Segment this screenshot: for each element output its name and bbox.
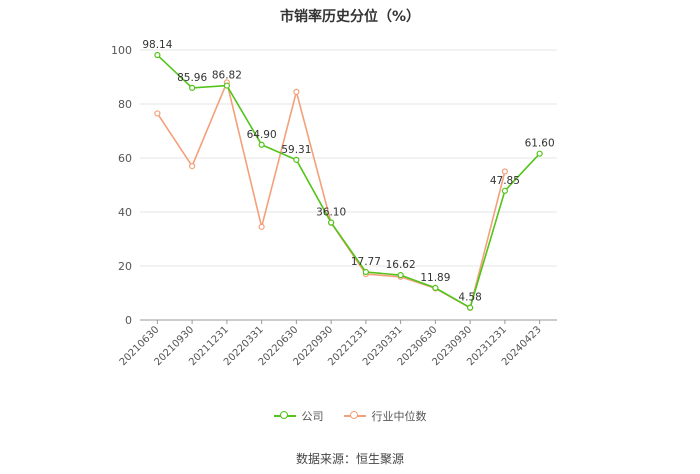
point-industry — [501, 168, 508, 175]
grid-lines — [140, 49, 557, 267]
y-tick-label: 20 — [118, 260, 132, 273]
point-company — [536, 150, 543, 157]
data-label: 64.90 — [247, 129, 277, 141]
y-tick-label: 40 — [118, 206, 132, 219]
legend: 公司 行业中位数 — [0, 408, 700, 424]
data-label: 98.14 — [142, 39, 172, 51]
point-company — [501, 187, 508, 194]
y-tick-label: 0 — [125, 314, 132, 327]
series-line-company — [156, 54, 541, 309]
point-industry — [189, 163, 196, 170]
legend-swatch-industry — [343, 411, 366, 421]
data-label: 36.10 — [316, 207, 346, 219]
y-tick-label: 100 — [111, 44, 132, 57]
y-tick-label: 80 — [118, 98, 132, 111]
legend-item-industry[interactable]: 行业中位数 — [343, 408, 427, 424]
point-industry — [154, 110, 161, 117]
data-label: 86.82 — [212, 70, 242, 82]
series-lines — [154, 51, 543, 311]
data-label: 61.60 — [525, 138, 555, 150]
point-company — [293, 156, 300, 163]
data-label: 85.96 — [177, 72, 207, 84]
legend-label-industry: 行业中位数 — [371, 410, 427, 423]
point-company — [328, 219, 335, 226]
point-company — [189, 84, 196, 92]
legend-swatch-company — [273, 411, 296, 421]
data-label: 4.58 — [458, 292, 481, 304]
legend-item-company[interactable]: 公司 — [273, 408, 324, 424]
point-company — [362, 268, 369, 276]
data-label: 16.62 — [386, 259, 416, 271]
point-company — [467, 304, 474, 311]
source-note: 数据来源：恒生聚源 — [295, 452, 404, 466]
y-tick-label: 60 — [118, 152, 132, 165]
point-company — [223, 82, 230, 89]
data-label: 47.85 — [490, 175, 520, 187]
legend-label-company: 公司 — [301, 410, 324, 423]
data-label: 11.89 — [420, 272, 450, 284]
data-label: 17.77 — [351, 256, 381, 268]
point-company — [397, 272, 404, 279]
point-industry — [293, 88, 300, 95]
data-label: 59.31 — [281, 144, 311, 156]
point-industry — [258, 223, 265, 230]
data-labels: 98.14 85.96 86.82 64.90 59.31 36.10 17.77 16.62… — [142, 39, 554, 304]
series-line-industry — [156, 79, 506, 310]
point-company — [154, 51, 161, 59]
point-company — [432, 284, 439, 291]
point-company — [258, 141, 265, 148]
chart-title: 市销率历史分位（%） — [279, 9, 421, 25]
